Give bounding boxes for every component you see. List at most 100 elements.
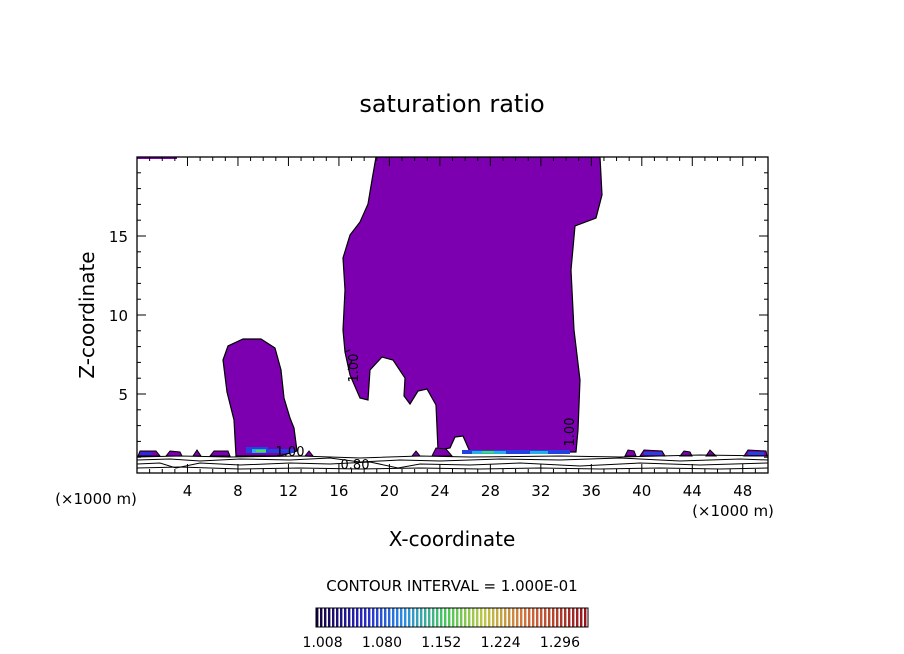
colorbar-stripe xyxy=(344,608,347,627)
colorbar-stripe xyxy=(512,608,515,627)
colorbar-stripe xyxy=(336,608,339,627)
colorbar xyxy=(316,608,587,627)
high-saturation-streaks xyxy=(140,447,764,455)
plot-area xyxy=(137,157,768,470)
colorbar-stripe xyxy=(380,608,383,627)
x-tick-label: 44 xyxy=(683,482,702,500)
colorbar-tick-label: 1.080 xyxy=(362,635,402,651)
colorbar-stripe xyxy=(348,608,351,627)
colorbar-stripe xyxy=(556,608,559,627)
x-tick-label: 36 xyxy=(582,482,601,500)
colorbar-stripe xyxy=(384,608,387,627)
colorbar-stripe xyxy=(540,608,543,627)
colorbar-stripe xyxy=(428,608,431,627)
colorbar-stripe xyxy=(440,608,443,627)
colorbar-tick-label: 1.008 xyxy=(303,635,343,651)
colorbar-stripe xyxy=(352,608,355,627)
colorbar-stripe xyxy=(584,608,587,627)
colorbar-stripe xyxy=(404,608,407,627)
x-axis-ticks: 4 8 12 16 20 24 28 32 36 40 44 48 xyxy=(136,157,769,500)
y-tick-label: 15 xyxy=(109,228,128,246)
colorbar-stripe xyxy=(488,608,491,627)
colorbar-stripe xyxy=(368,608,371,627)
colorbar-stripe xyxy=(492,608,495,627)
colorbar-stripe xyxy=(516,608,519,627)
colorbar-stripe xyxy=(392,608,395,627)
colorbar-stripe xyxy=(500,608,503,627)
colorbar-stripe xyxy=(548,608,551,627)
colorbar-stripe xyxy=(364,608,367,627)
colorbar-stripe xyxy=(532,608,535,627)
colorbar-stripe xyxy=(316,608,319,627)
colorbar-stripe xyxy=(484,608,487,627)
colorbar-stripe xyxy=(408,608,411,627)
x-tick-label: 20 xyxy=(380,482,399,500)
colorbar-stripe xyxy=(396,608,399,627)
contour-labels: 1.00 1.00 1.00 0.80 xyxy=(276,354,578,473)
colorbar-stripe xyxy=(324,608,327,627)
x-tick-label: 4 xyxy=(183,482,193,500)
colorbar-stripe xyxy=(456,608,459,627)
colorbar-stripe xyxy=(472,608,475,627)
x-tick-label: 48 xyxy=(733,482,752,500)
contour-label: 0.80 xyxy=(341,458,370,473)
colorbar-stripe xyxy=(388,608,391,627)
x-tick-label: 16 xyxy=(329,482,348,500)
colorbar-stripe xyxy=(444,608,447,627)
colorbar-stripe xyxy=(568,608,571,627)
colorbar-stripe xyxy=(356,608,359,627)
x-tick-label: 12 xyxy=(279,482,298,500)
colorbar-stripe xyxy=(328,608,331,627)
colorbar-stripe xyxy=(480,608,483,627)
low-cloud-cells xyxy=(137,447,768,457)
colorbar-stripe xyxy=(560,608,563,627)
contour-label: 1.00 xyxy=(276,445,305,460)
colorbar-stripe xyxy=(320,608,323,627)
x-tick-label: 28 xyxy=(481,482,500,500)
x-tick-label: 24 xyxy=(430,482,449,500)
colorbar-stripe xyxy=(496,608,499,627)
colorbar-stripe xyxy=(524,608,527,627)
left-plume-region xyxy=(222,338,298,457)
colorbar-stripe xyxy=(576,608,579,627)
x-tick-label: 32 xyxy=(531,482,550,500)
x-tick-label: 8 xyxy=(233,482,243,500)
x-unit-label-right: (×1000 m) xyxy=(692,502,774,520)
colorbar-stripe xyxy=(412,608,415,627)
colorbar-stripe xyxy=(460,608,463,627)
colorbar-stripe xyxy=(372,608,375,627)
contour-lines xyxy=(137,349,768,470)
colorbar-stripe xyxy=(504,608,507,627)
y-tick-label: 5 xyxy=(118,386,128,404)
colorbar-stripe xyxy=(520,608,523,627)
main-plume-region xyxy=(342,157,603,453)
colorbar-stripe xyxy=(332,608,335,627)
colorbar-stripe xyxy=(424,608,427,627)
y-axis-ticks: 5 10 15 xyxy=(109,156,768,474)
colorbar-stripe xyxy=(436,608,439,627)
colorbar-stripe xyxy=(420,608,423,627)
colorbar-stripe xyxy=(432,608,435,627)
colorbar-stripe xyxy=(528,608,531,627)
x-unit-label-left: (×1000 m) xyxy=(55,490,137,508)
y-tick-label: 10 xyxy=(109,307,128,325)
contour-label: 1.00 xyxy=(347,354,362,383)
colorbar-stripe xyxy=(376,608,379,627)
colorbar-stripe xyxy=(400,608,403,627)
x-axis-title: X-coordinate xyxy=(389,527,516,551)
colorbar-stripe xyxy=(416,608,419,627)
colorbar-stripe xyxy=(452,608,455,627)
colorbar-stripe xyxy=(572,608,575,627)
colorbar-stripe xyxy=(468,608,471,627)
colorbar-stripe xyxy=(360,608,363,627)
y-axis-title: Z-coordinate xyxy=(75,251,99,378)
colorbar-tick-labels: 1.008 1.080 1.152 1.224 1.296 xyxy=(303,635,581,651)
colorbar-stripe xyxy=(536,608,539,627)
colorbar-stripe xyxy=(464,608,467,627)
colorbar-stripe xyxy=(564,608,567,627)
contour-label: 1.00 xyxy=(563,418,578,447)
colorbar-frame xyxy=(315,607,589,628)
colorbar-stripe xyxy=(544,608,547,627)
colorbar-tick-label: 1.152 xyxy=(421,635,461,651)
